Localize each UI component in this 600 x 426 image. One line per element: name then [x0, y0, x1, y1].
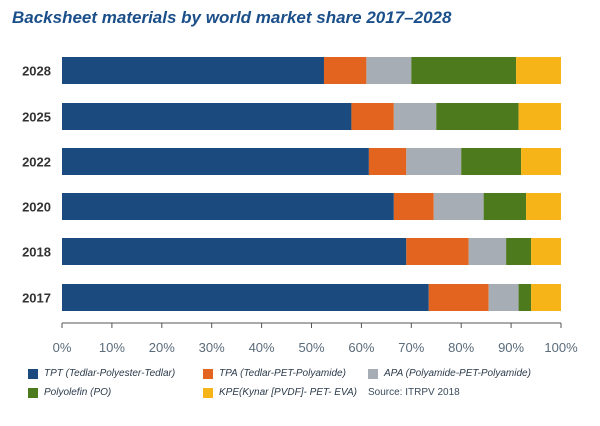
category-label-2020: 2020 — [22, 200, 51, 215]
bar-2025-polyolefin — [436, 103, 519, 130]
bar-2020-tpt — [62, 193, 394, 220]
bar-2022-tpt — [62, 148, 369, 175]
bar-2022-kpe-kynar — [521, 148, 561, 175]
bar-2025-tpt — [62, 103, 352, 130]
legend-label-apa: APA (Polyamide-PET-Polyamide) — [384, 368, 531, 379]
legend-label-kpe: KPE(Kynar [PVDF]- PET- EVA) — [219, 387, 358, 398]
legend-swatch-po — [28, 387, 38, 398]
category-label-2018: 2018 — [22, 245, 51, 260]
legend-item-kpe: KPE(Kynar [PVDF]- PET- EVA) — [203, 387, 368, 398]
category-label-2028: 2028 — [22, 64, 51, 79]
bar-2025-apa — [393, 103, 437, 130]
bar-2018-tpa — [406, 238, 469, 265]
bar-2017-apa — [488, 284, 519, 311]
bar-2020-kpe-kynar — [526, 193, 561, 220]
legend-swatch-apa — [368, 368, 378, 379]
legend: TPT (Tedlar-Polyester-Tedlar) TPA (Tedla… — [28, 368, 588, 398]
bar-2025-kpe-kynar — [518, 103, 561, 130]
bar-2018-tpt — [62, 238, 407, 265]
category-label-2017: 2017 — [22, 291, 51, 306]
bar-2017-kpe-kynar — [531, 284, 561, 311]
x-tick-label: 10% — [99, 340, 125, 355]
bar-2017-tpa — [428, 284, 489, 311]
x-tick-label: 0% — [53, 340, 72, 355]
bar-2022-apa — [406, 148, 462, 175]
x-tick-label: 40% — [249, 340, 275, 355]
bar-2020-tpa — [393, 193, 434, 220]
bar-2028-tpt — [62, 57, 324, 84]
bar-2025-tpa — [351, 103, 394, 130]
x-tick-label: 80% — [448, 340, 474, 355]
category-label-2022: 2022 — [22, 155, 51, 170]
legend-item-po: Polyolefin (PO) — [28, 387, 203, 398]
bar-2018-kpe-kynar — [531, 238, 561, 265]
bar-2028-kpe-kynar — [516, 57, 561, 84]
legend-label-tpa: TPA (Tedlar-PET-Polyamide) — [219, 368, 346, 379]
x-tick-label: 70% — [398, 340, 424, 355]
x-tick-label: 50% — [298, 340, 324, 355]
x-tick-label: 30% — [199, 340, 225, 355]
legend-item-apa: APA (Polyamide-PET-Polyamide) — [368, 368, 588, 379]
x-tick-label: 100% — [544, 340, 578, 355]
bar-2028-apa — [366, 57, 412, 84]
legend-item-tpa: TPA (Tedlar-PET-Polyamide) — [203, 368, 368, 379]
bar-2022-tpa — [368, 148, 407, 175]
bar-2017-polyolefin — [518, 284, 532, 311]
bar-2020-apa — [433, 193, 484, 220]
x-tick-label: 90% — [498, 340, 524, 355]
category-label-2025: 2025 — [22, 110, 51, 125]
source-note: Source: ITRPV 2018 — [368, 387, 460, 398]
x-tick-label: 60% — [348, 340, 374, 355]
legend-item-tpt: TPT (Tedlar-Polyester-Tedlar) — [28, 368, 203, 379]
legend-swatch-kpe — [203, 387, 213, 398]
bar-2018-polyolefin — [506, 238, 532, 265]
legend-swatch-tpt — [28, 368, 38, 379]
legend-swatch-tpa — [203, 368, 213, 379]
bar-2028-polyolefin — [411, 57, 517, 84]
bar-2017-tpt — [62, 284, 429, 311]
bar-2020-polyolefin — [483, 193, 527, 220]
bar-2018-apa — [468, 238, 507, 265]
legend-label-tpt: TPT (Tedlar-Polyester-Tedlar) — [44, 368, 176, 379]
legend-label-po: Polyolefin (PO) — [44, 387, 112, 398]
bar-2028-tpa — [323, 57, 367, 84]
chart-title: Backsheet materials by world market shar… — [12, 8, 452, 27]
bar-2022-polyolefin — [461, 148, 522, 175]
x-tick-label: 20% — [149, 340, 175, 355]
